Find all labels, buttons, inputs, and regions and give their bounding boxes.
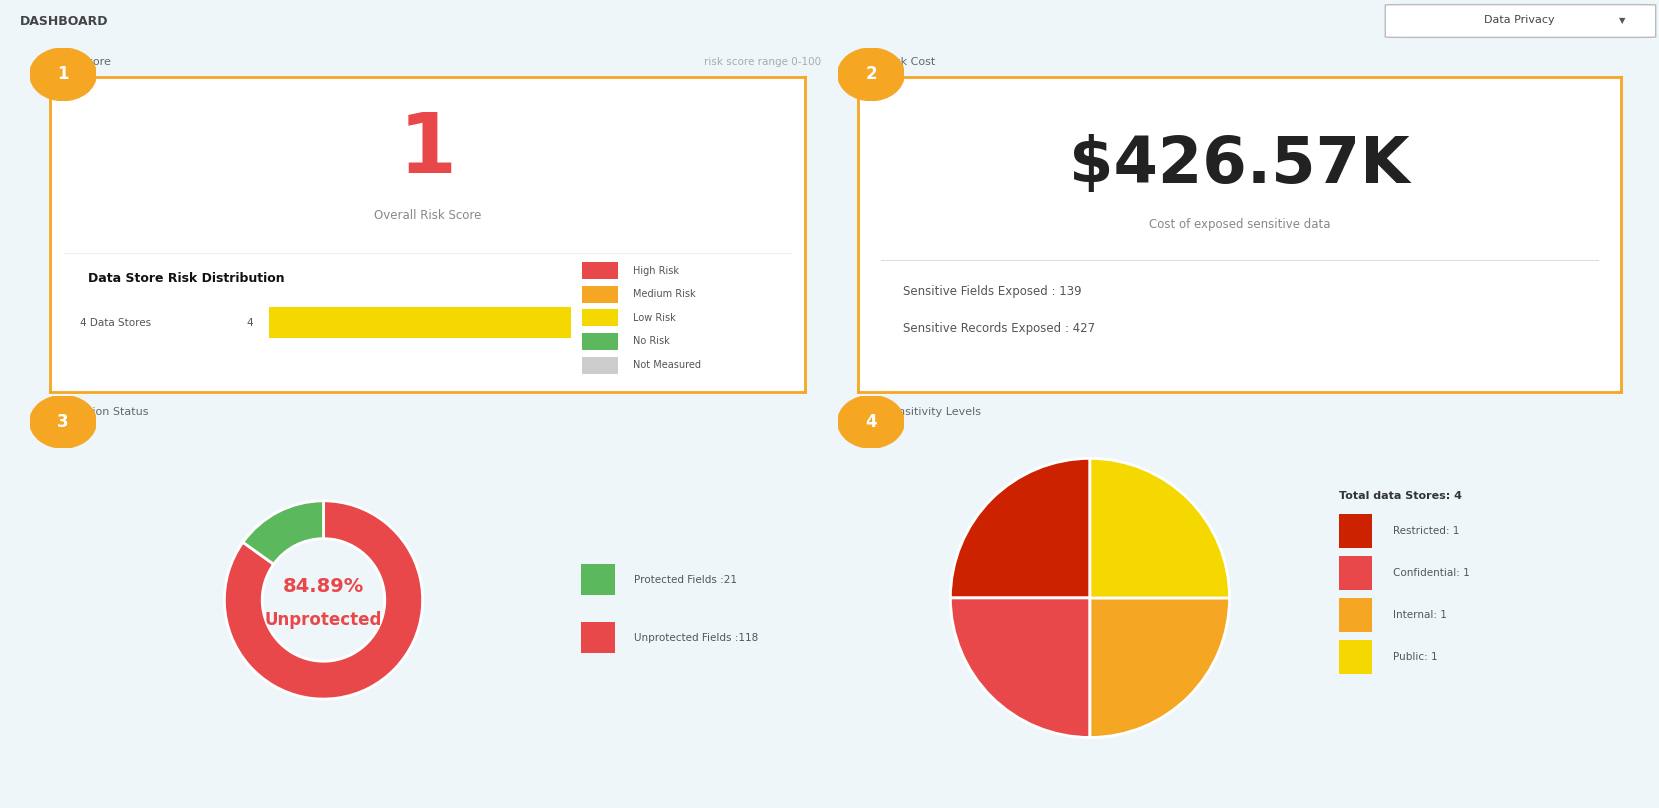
Ellipse shape <box>30 396 96 448</box>
Ellipse shape <box>30 48 96 100</box>
Text: Risk Cost: Risk Cost <box>884 57 936 66</box>
Text: No Risk: No Risk <box>634 336 670 347</box>
Text: 1: 1 <box>398 109 456 190</box>
Text: Overall Risk Score: Overall Risk Score <box>373 209 481 222</box>
Text: Sensitivity Levels: Sensitivity Levels <box>884 407 980 417</box>
Text: Data Privacy: Data Privacy <box>1485 15 1554 25</box>
FancyBboxPatch shape <box>582 309 619 326</box>
FancyBboxPatch shape <box>1339 598 1372 632</box>
Text: Unprotected: Unprotected <box>265 611 382 629</box>
Text: 2: 2 <box>864 65 878 83</box>
Text: $426.57K: $426.57K <box>1068 134 1410 196</box>
FancyBboxPatch shape <box>582 333 619 350</box>
FancyBboxPatch shape <box>582 262 619 279</box>
Text: 4: 4 <box>246 318 252 327</box>
Wedge shape <box>1090 598 1229 738</box>
Text: Restricted: 1: Restricted: 1 <box>1392 526 1458 536</box>
FancyBboxPatch shape <box>1385 5 1656 37</box>
FancyBboxPatch shape <box>1339 556 1372 590</box>
FancyBboxPatch shape <box>1339 514 1372 548</box>
Text: DASHBOARD: DASHBOARD <box>20 15 108 27</box>
Text: Medium Risk: Medium Risk <box>634 289 695 299</box>
Text: Data Store Risk Distribution: Data Store Risk Distribution <box>88 272 284 285</box>
FancyBboxPatch shape <box>1339 640 1372 674</box>
Text: 4 Data Stores: 4 Data Stores <box>80 318 151 327</box>
Wedge shape <box>951 458 1090 598</box>
Text: High Risk: High Risk <box>634 266 679 276</box>
Text: ▼: ▼ <box>1619 15 1626 25</box>
Wedge shape <box>242 501 324 564</box>
Text: Cost of exposed sensitive data: Cost of exposed sensitive data <box>1148 218 1331 231</box>
Text: Sensitive Fields Exposed : 139: Sensitive Fields Exposed : 139 <box>904 284 1082 297</box>
FancyBboxPatch shape <box>582 356 619 373</box>
Text: Sensitive Records Exposed : 427: Sensitive Records Exposed : 427 <box>904 322 1095 335</box>
Text: Public: 1: Public: 1 <box>1392 652 1437 662</box>
Text: Not Measured: Not Measured <box>634 360 702 370</box>
Text: 84.89%: 84.89% <box>284 577 363 596</box>
Text: Internal: 1: Internal: 1 <box>1392 610 1447 620</box>
Text: Confidential: 1: Confidential: 1 <box>1392 568 1470 578</box>
Wedge shape <box>224 501 423 699</box>
FancyBboxPatch shape <box>581 622 615 654</box>
Wedge shape <box>951 598 1090 738</box>
Text: Total data Stores: 4: Total data Stores: 4 <box>1339 491 1462 501</box>
Text: 3: 3 <box>56 413 70 431</box>
Text: Low Risk: Low Risk <box>634 313 675 323</box>
Ellipse shape <box>838 48 904 100</box>
FancyBboxPatch shape <box>582 286 619 303</box>
Text: Protected Fields :21: Protected Fields :21 <box>634 574 737 585</box>
Text: Unprotected Fields :118: Unprotected Fields :118 <box>634 633 758 643</box>
Ellipse shape <box>838 396 904 448</box>
Text: 1: 1 <box>58 65 68 83</box>
Text: risk score range 0-100: risk score range 0-100 <box>703 57 821 66</box>
Text: Protection Status: Protection Status <box>53 407 149 417</box>
FancyBboxPatch shape <box>581 564 615 595</box>
Text: 4: 4 <box>864 413 878 431</box>
Text: Risk Score: Risk Score <box>53 57 111 66</box>
Wedge shape <box>1090 458 1229 598</box>
FancyBboxPatch shape <box>269 307 571 339</box>
